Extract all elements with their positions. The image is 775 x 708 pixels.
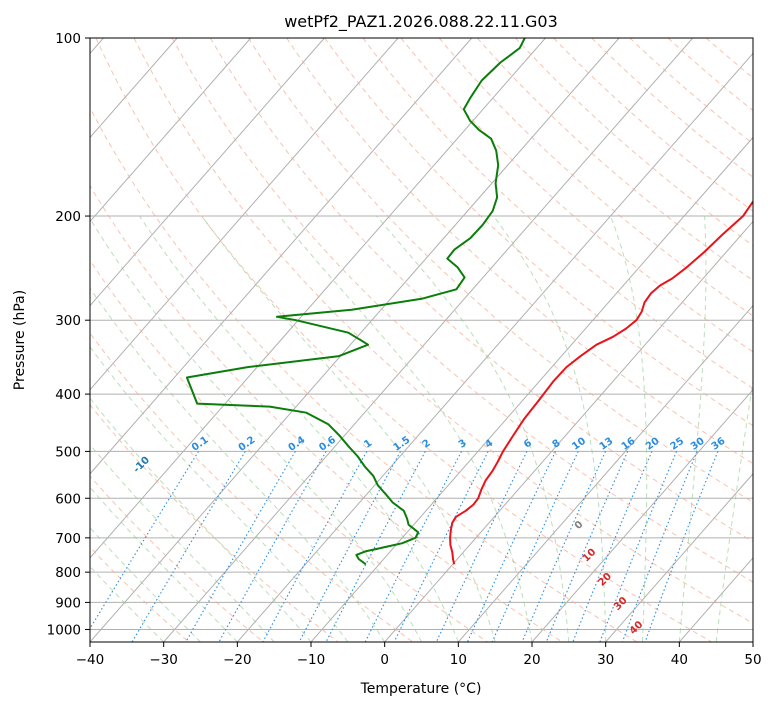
- dewpoint-line: [185, 38, 526, 566]
- x-tick-label: 30: [597, 652, 614, 668]
- mixing-ratio-line: [298, 451, 401, 642]
- mixing-ratio-line: [131, 451, 246, 642]
- isotherm-line: [163, 38, 694, 642]
- dry-adiabat-line: [95, 38, 712, 642]
- x-tick-label: −10: [297, 652, 326, 668]
- moist-adiabat-line: [139, 215, 459, 642]
- dry-adiabat-line: [629, 38, 753, 145]
- y-tick-label: 700: [55, 531, 81, 547]
- x-tick-label: −40: [76, 652, 105, 668]
- mixing-ratio-line: [521, 451, 607, 642]
- isotherm-line: [531, 388, 753, 642]
- plot-area: [90, 38, 753, 642]
- y-tick-label: 100: [55, 31, 81, 47]
- isotherm-line: [457, 304, 753, 642]
- moist-adiabat-line: [278, 215, 533, 642]
- mixing-ratio-lines: [90, 451, 719, 642]
- isotherm-line: [90, 38, 546, 559]
- dry-adiabat-line: [438, 38, 753, 317]
- profile-series: [185, 38, 753, 566]
- x-tick-label: 10: [450, 652, 467, 668]
- y-tick-label: 200: [55, 209, 81, 225]
- dry-adiabat-line: [400, 38, 753, 353]
- y-tick-label: 600: [55, 491, 81, 507]
- x-tick-label: −30: [149, 652, 178, 668]
- moist-adiabat-line: [493, 215, 607, 642]
- plot-layers: -100-90-80-70-60-50-40-30-20-10010203040…: [90, 38, 753, 642]
- moist-adiabats: [90, 215, 753, 642]
- mixing-ratio-line: [572, 451, 653, 642]
- dry-adiabat-line: [90, 106, 638, 642]
- skewed-isotherms: [90, 38, 753, 642]
- x-tick-label: 20: [523, 652, 540, 668]
- plot-frame: [89, 37, 754, 643]
- dry-adiabat-line: [553, 38, 753, 212]
- x-tick-label: 40: [671, 652, 688, 668]
- isotherm-line: [90, 38, 399, 391]
- x-tick-label: 0: [380, 652, 389, 668]
- moist-adiabat-line: [90, 287, 386, 642]
- mixing-ratio-line: [545, 451, 629, 642]
- y-tick-label: 800: [55, 565, 81, 581]
- y-tick-label: 300: [55, 313, 81, 329]
- dry-adiabat-line: [209, 38, 753, 543]
- dry-adiabat-line: [515, 38, 753, 247]
- mixing-ratio-line: [491, 451, 579, 642]
- y-tick-label: 500: [55, 444, 81, 460]
- dry-adiabat-line: [171, 38, 753, 583]
- isotherm-line: [605, 473, 753, 642]
- y-axis-ticks: 100 200 300 400 500 600 700 800 900 1000: [47, 31, 90, 638]
- moist-adiabat-line: [376, 215, 570, 642]
- isotherm-line: [90, 38, 325, 307]
- isotherm-line: [90, 38, 252, 223]
- mixing-ratio-line: [185, 451, 296, 642]
- moist-adiabat-line: [610, 215, 648, 642]
- y-tick-label: 400: [55, 387, 81, 403]
- dry-adiabat-line: [324, 38, 753, 427]
- x-tick-label: 50: [744, 652, 761, 668]
- mixing-ratio-line: [90, 451, 199, 630]
- dry-adiabat-line: [362, 38, 753, 390]
- x-tick-label: −20: [223, 652, 252, 668]
- dry-adiabat-line: [286, 38, 753, 465]
- moist-adiabat-line: [90, 397, 312, 642]
- dry-adiabat-line: [90, 184, 563, 642]
- dry-adiabat-line: [248, 38, 753, 503]
- moist-adiabat-line: [90, 443, 275, 642]
- y-tick-label: 1000: [47, 622, 81, 638]
- chart-title: wetPf2_PAZ1.2026.088.22.11.G03: [284, 12, 558, 32]
- dry-adiabat-line: [90, 475, 264, 642]
- y-axis-label: Pressure (hPa): [12, 290, 28, 390]
- x-axis-label: Temperature (°C): [360, 681, 482, 697]
- mixing-ratio-line: [325, 451, 426, 642]
- moist-adiabat-line: [715, 378, 753, 642]
- isotherm-line: [236, 52, 753, 642]
- moist-adiabat-line: [90, 346, 349, 642]
- mixing-ratio-line: [218, 451, 327, 642]
- y-tick-label: 900: [55, 595, 81, 611]
- mixing-ratio-line: [262, 451, 368, 642]
- moist-adiabat-line: [201, 215, 496, 642]
- isotherm-line: [310, 136, 753, 642]
- mixing-ratio-line: [466, 451, 556, 642]
- mixing-ratio-line: [393, 451, 489, 642]
- moist-adiabat-line: [90, 217, 422, 642]
- isotherm-line: [90, 38, 473, 475]
- dry-adiabat-line: [90, 259, 488, 642]
- temperature-line: [449, 199, 753, 565]
- moist-adiabat-line: [678, 215, 707, 642]
- isotherm-line: [384, 220, 753, 642]
- x-axis-ticks: −40 −30 −20 −10 0 10 20 30 40 50: [76, 642, 762, 668]
